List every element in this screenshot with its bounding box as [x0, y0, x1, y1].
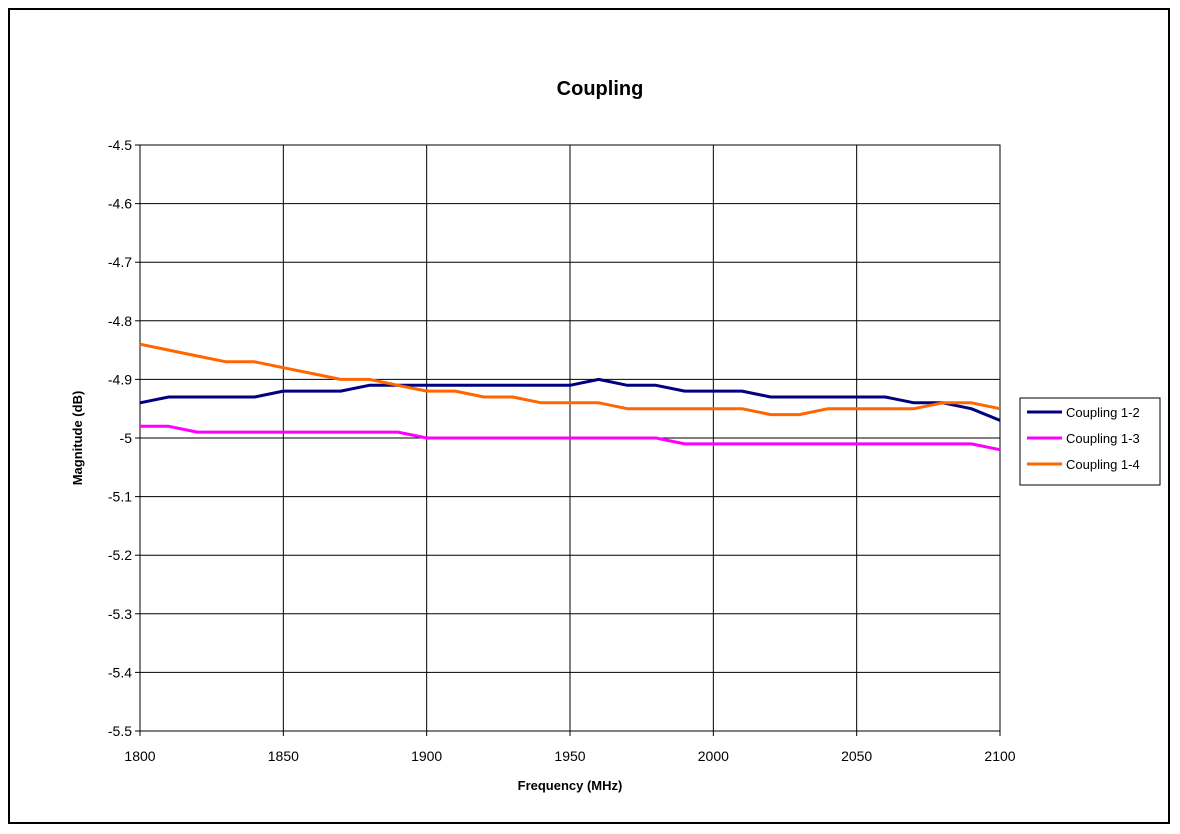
y-tick-label: -5.1 — [108, 489, 132, 505]
legend-label-3: Coupling 1-4 — [1066, 457, 1140, 472]
x-tick-label: 2000 — [698, 748, 729, 764]
y-tick-label: -4.8 — [108, 313, 132, 329]
x-tick-label: 2100 — [984, 748, 1015, 764]
y-tick-label: -4.9 — [108, 371, 132, 387]
series-line-1 — [139, 377, 1001, 422]
y-tick-label: -5.5 — [108, 723, 132, 739]
series-lines — [139, 342, 1001, 452]
x-tick-label: 2050 — [841, 748, 872, 764]
y-tick-label: -4.6 — [108, 196, 132, 212]
x-axis-ticks: 1800 1850 1900 1950 2000 2050 2100 — [124, 731, 1016, 764]
series-line-2 — [140, 424, 1001, 452]
legend: Coupling 1-2 Coupling 1-3 Coupling 1-4 — [1019, 397, 1161, 486]
y-tick-label: -5 — [120, 430, 133, 446]
series-line-3 — [139, 342, 1001, 417]
y-tick-label: -4.5 — [108, 137, 132, 153]
x-tick-label: 1850 — [268, 748, 299, 764]
x-tick-label: 1950 — [554, 748, 585, 764]
y-tick-label: -5.4 — [108, 664, 132, 680]
y-axis-label: Magnitude (dB) — [70, 391, 85, 486]
x-tick-label: 1800 — [124, 748, 155, 764]
chart-title: Coupling — [557, 78, 644, 100]
y-axis-ticks: -4.5 -4.6 -4.7 -4.8 -4.9 -5 -5.1 -5.2 -5.3 -5.4 -5… — [108, 137, 140, 739]
x-axis-label: Frequency (MHz) — [518, 778, 623, 793]
y-tick-label: -4.7 — [108, 254, 132, 270]
legend-label-1: Coupling 1-2 — [1066, 405, 1140, 420]
x-tick-label: 1900 — [411, 748, 442, 764]
legend-label-2: Coupling 1-3 — [1066, 431, 1140, 446]
y-tick-label: -5.3 — [108, 606, 132, 622]
legend-items: Coupling 1-2 Coupling 1-3 Coupling 1-4 — [1027, 405, 1140, 472]
y-tick-label: -5.2 — [108, 547, 132, 563]
